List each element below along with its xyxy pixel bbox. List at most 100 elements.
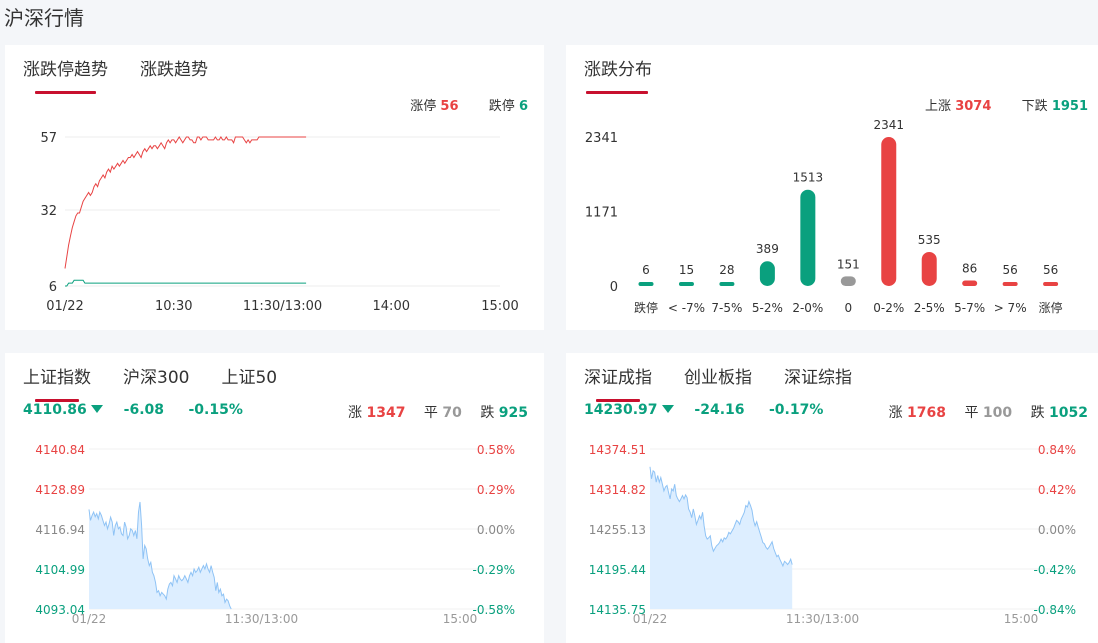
bar <box>759 261 775 286</box>
sz-down-count: 1052 <box>1049 405 1088 421</box>
limit-up-label: 涨停 <box>410 99 437 114</box>
x-tick-label: 11:30/13:00 <box>243 299 322 314</box>
limit-up-value: 56 <box>440 99 459 114</box>
limit-down-value: 6 <box>518 99 528 114</box>
y-tick-pct-label: 0.29% <box>477 483 515 497</box>
x-tick-label: 7-5% <box>711 301 742 315</box>
down-value: 1951 <box>1051 99 1088 114</box>
page-title: 沪深行情 <box>4 6 84 30</box>
x-tick-label: 11:30/13:00 <box>786 612 859 626</box>
limit-trend-panel: 涨跌停趋势 涨跌趋势 涨停 56 跌停 6 6 32 57 01/22 10:30 11:… <box>5 45 544 330</box>
bar-value-label: 6 <box>642 263 650 277</box>
y-tick-label: 2341 <box>585 131 618 146</box>
x-tick-label: 2-5% <box>914 301 945 315</box>
y-tick-label: 6 <box>49 280 57 295</box>
up-value: 3074 <box>955 99 992 114</box>
distribution-panel: 涨跌分布 上涨 3074 下跌 1951 0 1171 2341 6 跌停 15 < -7%… <box>566 45 1098 330</box>
price-area <box>89 502 232 610</box>
price-line <box>649 466 793 568</box>
sh-tabs: 上证指数 沪深300 上证50 <box>21 363 307 402</box>
y-tick-label: 4093.04 <box>35 603 85 617</box>
sh-flat-label: 平 <box>423 405 438 421</box>
updown-stats: 上涨 3074 下跌 1951 <box>925 95 1088 114</box>
y-tick-pct-label: -0.29% <box>473 563 515 577</box>
sz-quote-bar: 14230.97 -24.16 -0.17% 涨 1768 平 100 跌 10… <box>584 402 1088 422</box>
y-tick-label: 4140.84 <box>35 443 85 457</box>
series-line-limit-down <box>65 279 307 287</box>
bar <box>800 189 816 286</box>
limit-down-label: 跌停 <box>488 99 515 114</box>
x-tick-label: 01/22 <box>72 612 107 626</box>
limit-trend-chart: 6 32 57 01/22 10:30 11:30/13:00 14:00 15:00 <box>40 131 518 314</box>
sz-down-label: 跌 <box>1030 405 1045 421</box>
tab-distribution[interactable]: 涨跌分布 <box>582 55 654 94</box>
bar-value-label: 2341 <box>873 118 904 132</box>
sz-index-chart: 14374.51 0.84% 14314.82 0.42% 14255.13 0.00% 1… <box>589 443 1076 626</box>
sh-index-chart: 4140.84 0.58% 4128.89 0.29% 4116.94 0.00% 4104… <box>35 443 515 626</box>
price-line <box>88 501 232 610</box>
sz-index-panel: 深证成指 创业板指 深证综指 14230.97 -24.16 -0.17% 涨 … <box>566 353 1098 643</box>
sh-index-panel: 上证指数 沪深300 上证50 4110.86 -6.08 -0.15% 涨 1… <box>5 353 544 643</box>
bar-value-label: 389 <box>756 242 779 256</box>
y-tick-label: 4104.99 <box>35 563 85 577</box>
trend-tabs: 涨跌停趋势 涨跌趋势 <box>21 55 238 94</box>
y-tick-label: 57 <box>40 131 57 146</box>
bar <box>962 280 978 286</box>
tab-chinext[interactable]: 创业板指 <box>684 368 752 388</box>
x-tick-label: 14:00 <box>373 299 410 314</box>
bar <box>638 282 654 286</box>
tab-sh-composite[interactable]: 上证指数 <box>21 363 93 402</box>
up-label: 上涨 <box>925 99 952 114</box>
sz-change-pct: -0.17% <box>768 402 824 418</box>
sz-up-label: 涨 <box>888 405 903 421</box>
arrow-down-icon <box>661 405 674 413</box>
y-tick-label: 4116.94 <box>35 523 85 537</box>
sh-up-count: 1347 <box>366 405 406 421</box>
y-tick-label: 0 <box>610 280 618 295</box>
y-tick-label: 14135.75 <box>589 603 646 617</box>
y-tick-pct-label: -0.58% <box>473 603 515 617</box>
x-tick-label: 0-2% <box>873 301 904 315</box>
tab-sz-composite[interactable]: 深证综指 <box>784 368 852 388</box>
sh-price: 4110.86 <box>23 402 87 418</box>
tab-updown-trend[interactable]: 涨跌趋势 <box>140 60 208 80</box>
y-tick-pct-label: 0.84% <box>1038 443 1076 457</box>
bar <box>881 137 897 286</box>
sh-up-label: 涨 <box>348 405 363 421</box>
arrow-down-icon <box>90 405 103 413</box>
sz-price: 14230.97 <box>584 402 658 418</box>
bar <box>921 251 937 286</box>
x-tick-label: 15:00 <box>481 299 518 314</box>
x-tick-label: 2-0% <box>792 301 823 315</box>
sz-tabs: 深证成指 创业板指 深证综指 <box>582 363 882 402</box>
y-tick-label: 1171 <box>585 205 618 220</box>
y-tick-pct-label: -0.42% <box>1034 563 1076 577</box>
y-tick-pct-label: -0.84% <box>1034 603 1076 617</box>
y-tick-label: 14314.82 <box>589 483 646 497</box>
limit-stats: 涨停 56 跌停 6 <box>410 95 528 114</box>
bar-value-label: 1513 <box>793 171 824 185</box>
tab-sse50[interactable]: 上证50 <box>221 368 278 388</box>
bar-value-label: 86 <box>962 262 977 276</box>
y-tick-pct-label: 0.42% <box>1038 483 1076 497</box>
sh-quote-bar: 4110.86 -6.08 -0.15% 涨 1347 平 70 跌 925 <box>23 402 528 422</box>
x-tick-label: 跌停 <box>634 300 658 315</box>
distribution-chart: 0 1171 2341 6 跌停 15 < -7% 28 7-5% 389 5-2% 1513 2-0%… <box>585 118 1063 315</box>
sh-down-label: 跌 <box>480 405 495 421</box>
bar-value-label: 56 <box>1043 263 1058 277</box>
y-tick-pct-label: 0.00% <box>477 523 515 537</box>
y-tick-pct-label: 0.58% <box>477 443 515 457</box>
tab-sz-component[interactable]: 深证成指 <box>582 363 654 402</box>
distribution-tabs: 涨跌分布 <box>582 55 682 94</box>
x-tick-label: 5-2% <box>752 301 783 315</box>
bar-value-label: 28 <box>719 263 734 277</box>
tab-limit-trend[interactable]: 涨跌停趋势 <box>21 55 110 94</box>
x-tick-label: > 7% <box>994 301 1027 315</box>
tab-csi300[interactable]: 沪深300 <box>123 368 190 388</box>
sz-flat-label: 平 <box>964 405 979 421</box>
sz-change: -24.16 <box>694 402 745 418</box>
sz-up-count: 1768 <box>907 405 946 421</box>
y-tick-label: 14374.51 <box>589 443 646 457</box>
x-tick-label: 涨停 <box>1039 300 1063 315</box>
y-tick-pct-label: 0.00% <box>1038 523 1076 537</box>
